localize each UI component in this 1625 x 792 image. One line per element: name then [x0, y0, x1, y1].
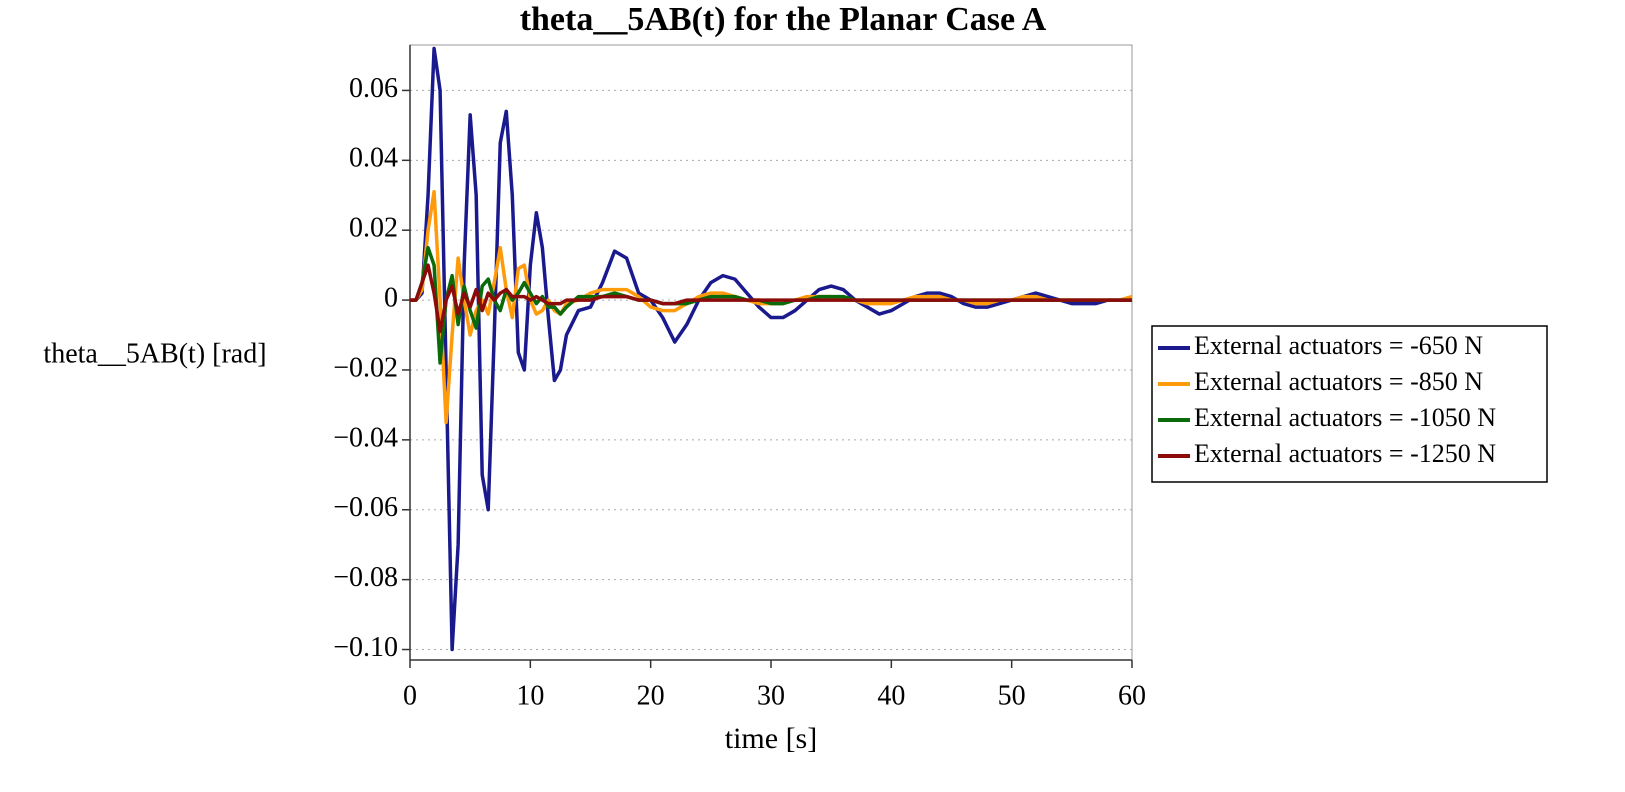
series-line — [410, 263, 1132, 334]
legend-label: External actuators = -850 N — [1194, 367, 1483, 396]
x-tick-label: 50 — [998, 680, 1026, 711]
y-tick-label: −0.04 — [333, 422, 398, 453]
y-axis-label: theta__5AB(t) [rad] — [43, 338, 266, 369]
y-tick-label: −0.10 — [333, 632, 398, 663]
legend-label: External actuators = -1250 N — [1194, 439, 1496, 468]
x-tick-label: 20 — [637, 680, 665, 711]
y-tick-label: 0.06 — [349, 73, 398, 104]
y-tick-label: 0.04 — [349, 143, 398, 174]
x-axis-label: time [s] — [725, 722, 817, 755]
x-tick-label: 60 — [1118, 680, 1146, 711]
legend-box — [1151, 325, 1548, 483]
y-tick-label: −0.06 — [333, 492, 398, 523]
y-tick-label: 0.02 — [349, 213, 398, 244]
x-tick-label: 10 — [516, 680, 544, 711]
y-tick-label: −0.08 — [333, 562, 398, 593]
x-tick-label: 0 — [403, 680, 417, 711]
y-tick-label: 0 — [384, 283, 398, 314]
y-tick-label: −0.02 — [333, 352, 398, 383]
legend-label: External actuators = -1050 N — [1194, 403, 1496, 432]
legend-label: External actuators = -650 N — [1194, 331, 1483, 360]
chart-title: theta__5AB(t) for the Planar Case A — [520, 1, 1047, 38]
x-tick-label: 30 — [757, 680, 785, 711]
series-line — [410, 46, 1132, 652]
x-tick-label: 40 — [877, 680, 905, 711]
